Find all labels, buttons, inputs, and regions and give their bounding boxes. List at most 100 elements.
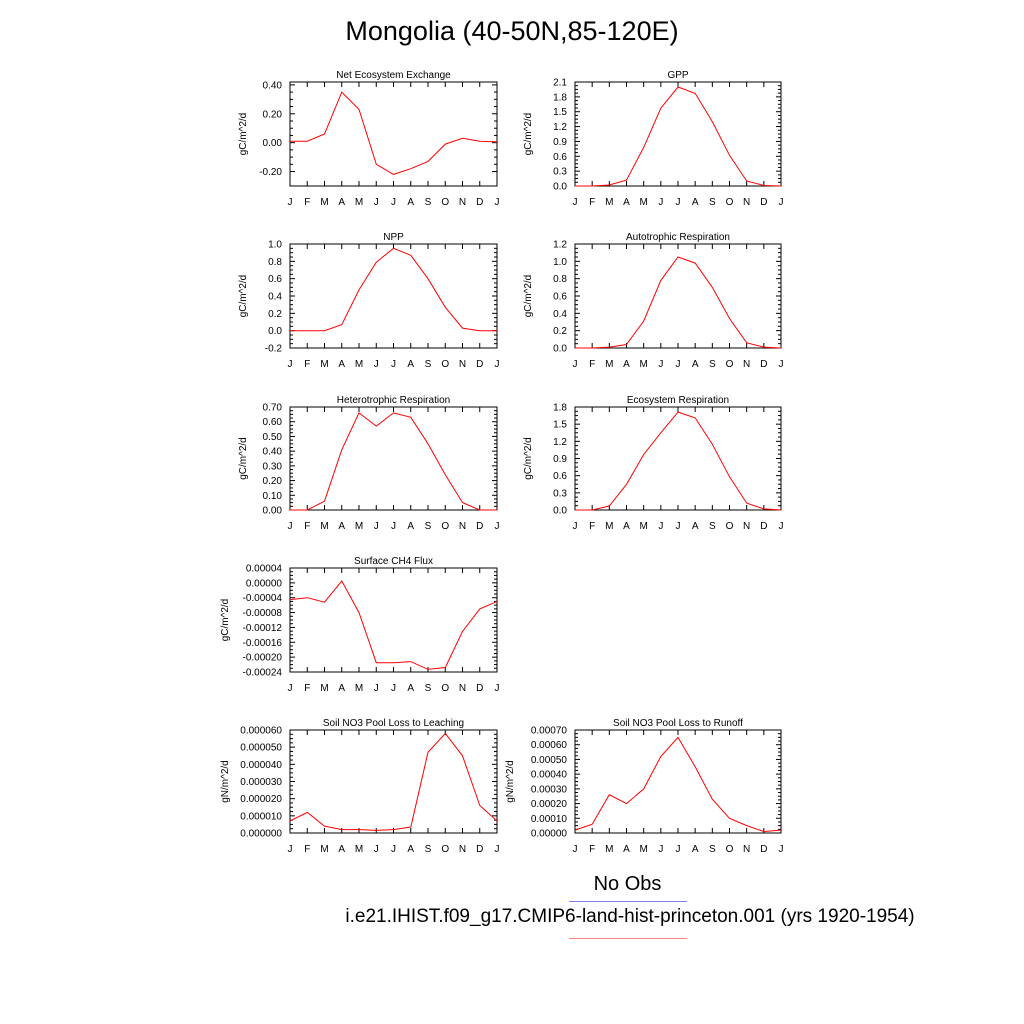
x-tick-label: J xyxy=(676,521,681,532)
y-tick-label: 0.6 xyxy=(553,152,567,163)
x-tick-label: J xyxy=(658,521,663,532)
y-tick-label: -0.00012 xyxy=(243,623,283,634)
x-tick-label: S xyxy=(709,521,716,532)
y-tick-label: 0.00 xyxy=(263,138,283,149)
x-tick-label: M xyxy=(605,197,613,208)
x-tick-label: M xyxy=(639,359,647,370)
x-tick-label: A xyxy=(407,521,414,532)
y-tick-label: 0.4 xyxy=(268,292,282,303)
panel-title: NPP xyxy=(383,232,404,243)
y-tick-label: 1.2 xyxy=(553,122,567,133)
y-axis-label: gC/m^2/d xyxy=(238,275,249,318)
x-tick-label: A xyxy=(407,844,414,855)
x-tick-label: S xyxy=(709,359,716,370)
y-axis-label: gC/m^2/d xyxy=(238,113,249,156)
x-tick-label: S xyxy=(425,359,432,370)
y-tick-label: 1.2 xyxy=(553,437,567,448)
series-line xyxy=(575,256,782,349)
y-tick-label: 1.8 xyxy=(553,403,567,414)
plot-frame xyxy=(289,729,498,834)
y-tick-label: 0.0 xyxy=(553,182,567,193)
chart-panel-1: Net Ecosystem Exchange gC/m^2/d 0.40 0.20 0.… xyxy=(238,70,500,208)
y-axis-label: gN/m^2/d xyxy=(220,760,231,803)
x-tick-label: J xyxy=(495,359,500,370)
x-tick-label: M xyxy=(355,844,363,855)
x-tick-label: F xyxy=(304,844,310,855)
y-tick-label: 0.20 xyxy=(263,476,283,487)
x-tick-label: N xyxy=(743,521,750,532)
x-tick-label: M xyxy=(320,359,328,370)
x-tick-label: J xyxy=(573,844,578,855)
y-tick-label: 0.3 xyxy=(553,488,567,499)
plot-frame xyxy=(574,406,782,511)
series-line xyxy=(290,247,497,332)
y-tick-label: 2.1 xyxy=(553,78,567,89)
panel-title: Heterotrophic Respiration xyxy=(337,395,450,406)
panel-title: Soil NO3 Pool Loss to Runoff xyxy=(613,718,743,729)
y-tick-label: 0.000030 xyxy=(240,777,282,788)
x-tick-label: N xyxy=(459,359,466,370)
x-tick-label: J xyxy=(779,197,784,208)
x-tick-label: J xyxy=(676,844,681,855)
y-tick-label: 0.70 xyxy=(263,403,283,414)
y-tick-label: -0.2 xyxy=(265,344,283,355)
x-tick-label: M xyxy=(320,197,328,208)
x-tick-label: F xyxy=(304,197,310,208)
panel-title: GPP xyxy=(667,70,688,81)
x-tick-label: N xyxy=(459,521,466,532)
x-tick-label: M xyxy=(320,844,328,855)
plot-frame xyxy=(289,406,498,511)
y-tick-label: -0.00024 xyxy=(243,668,283,679)
y-tick-label: -0.00004 xyxy=(243,593,283,604)
legend-obs-line xyxy=(569,901,687,902)
x-tick-label: J xyxy=(779,521,784,532)
series-line xyxy=(289,580,498,670)
y-tick-label: 0.0 xyxy=(268,326,282,337)
panel-title: Autotrophic Respiration xyxy=(626,232,730,243)
y-axis-label: gC/m^2/d xyxy=(523,275,534,318)
y-tick-label: 1.0 xyxy=(268,240,282,251)
y-tick-label: -0.00008 xyxy=(243,608,283,619)
y-tick-label: 0.000050 xyxy=(240,743,282,754)
x-tick-label: J xyxy=(391,521,396,532)
y-tick-label: 0.00 xyxy=(263,506,283,517)
x-tick-label: A xyxy=(407,197,414,208)
x-tick-label: S xyxy=(709,844,716,855)
y-tick-label: -0.00020 xyxy=(243,653,283,664)
series-line xyxy=(575,86,782,187)
series-line xyxy=(575,411,782,511)
chart-panel-4: Autotrophic Respiration gC/m^2/d 1.2 1.0 0.8… xyxy=(523,232,784,370)
legend-case-line xyxy=(569,938,687,939)
y-tick-label: 0.000040 xyxy=(240,760,282,771)
y-tick-label: 0.00010 xyxy=(531,814,568,825)
x-tick-label: D xyxy=(476,683,483,694)
x-tick-label: J xyxy=(391,359,396,370)
y-axis-label: gC/m^2/d xyxy=(238,437,249,480)
plot-frame xyxy=(574,81,782,187)
x-tick-label: J xyxy=(779,844,784,855)
x-tick-label: A xyxy=(338,359,345,370)
y-tick-label: 0.40 xyxy=(263,80,283,91)
x-tick-label: J xyxy=(676,197,681,208)
x-tick-label: N xyxy=(743,844,750,855)
x-tick-label: A xyxy=(692,844,699,855)
x-tick-label: N xyxy=(459,197,466,208)
y-tick-label: 0.20 xyxy=(263,109,283,120)
x-tick-label: J xyxy=(374,683,379,694)
x-tick-label: N xyxy=(743,197,750,208)
x-tick-label: D xyxy=(476,521,483,532)
x-tick-label: D xyxy=(476,359,483,370)
x-tick-label: A xyxy=(692,197,699,208)
y-tick-label: 0.8 xyxy=(553,274,567,285)
x-tick-label: J xyxy=(573,197,578,208)
y-tick-label: 0.9 xyxy=(553,454,567,465)
y-axis-label: gC/m^2/d xyxy=(523,113,534,156)
x-tick-label: S xyxy=(709,197,716,208)
x-tick-label: O xyxy=(441,844,449,855)
plot-frame xyxy=(574,729,782,834)
chart-panel-7: Surface CH4 Flux gC/m^2/d 0.00004 0.00000 -0… xyxy=(220,556,500,694)
x-tick-label: J xyxy=(288,197,293,208)
x-tick-label: D xyxy=(760,359,767,370)
